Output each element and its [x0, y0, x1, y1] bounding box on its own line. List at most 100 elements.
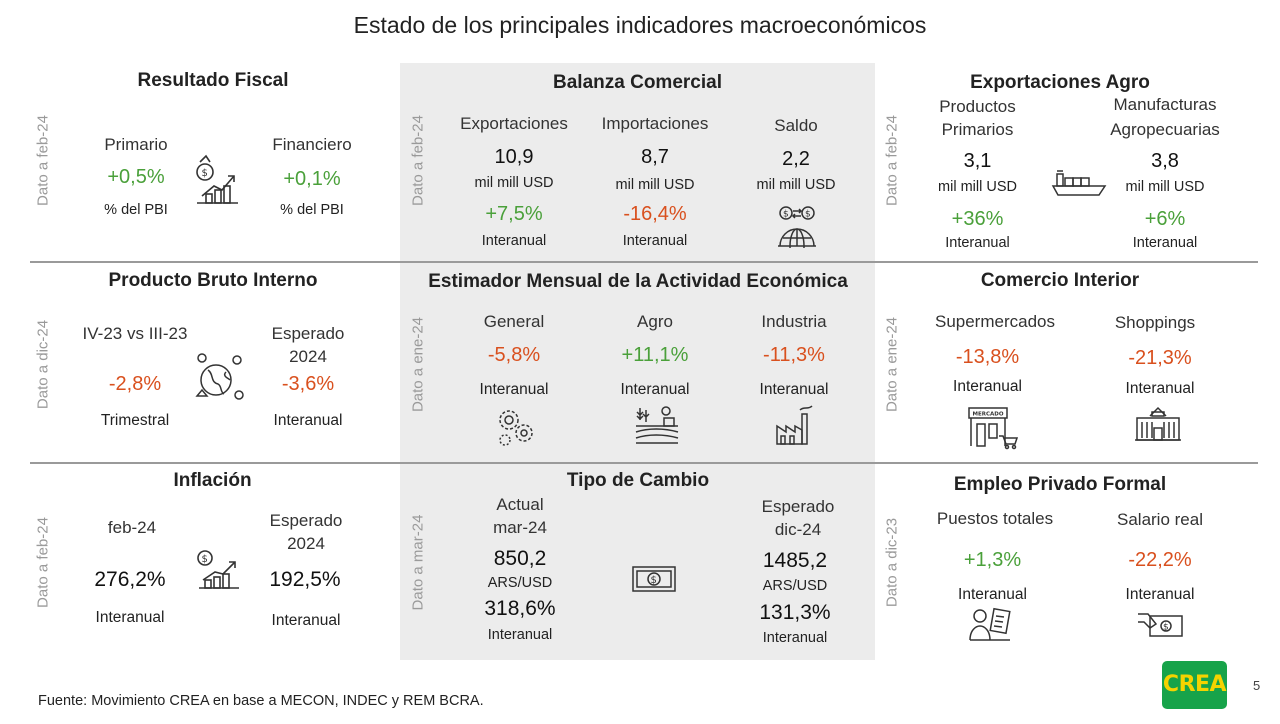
svg-text:$: $ — [783, 210, 789, 220]
comercio-title: Comercio Interior — [980, 270, 1140, 291]
balanza-exp-label: Exportaciones — [460, 114, 568, 133]
fiscal-financiero-label: Financiero — [272, 135, 352, 154]
svg-text:$: $ — [1163, 623, 1169, 633]
empleo-date: Dato a dic-23 — [883, 517, 901, 608]
emae-title: Estimador Mensual de la Actividad Económ… — [428, 271, 848, 292]
inflacion-date: Dato a feb-24 — [34, 517, 52, 608]
agro-manufacturas-change-label: Interanual — [1132, 235, 1198, 251]
balanza-date: Dato a feb-24 — [409, 115, 427, 206]
center-panel — [400, 63, 875, 660]
pbi-title: Producto Bruto Interno — [108, 270, 318, 291]
pbi-esperado-label2: 2024 — [289, 347, 327, 366]
crea-logo: CREA — [1162, 661, 1227, 709]
emae-general-unit: Interanual — [479, 381, 549, 398]
pbi-trim-value: -2,8% — [108, 373, 162, 395]
emae-agro-label: Agro — [637, 312, 673, 331]
empleo-puestos-label: Puestos totales — [936, 509, 1054, 528]
pbi-date: Dato a dic-24 — [34, 319, 52, 410]
inflacion-actual-label: feb-24 — [107, 518, 157, 537]
comercio-shoppings-value: -21,3% — [1128, 347, 1192, 369]
shopping-mall-icon — [1134, 406, 1182, 442]
factory-icon — [774, 404, 814, 446]
cambio-actual-unit: ARS/USD — [487, 575, 553, 591]
inflacion-esperado-label2: 2024 — [287, 534, 325, 553]
pbi-esperado-value: -3,6% — [281, 373, 335, 395]
agro-manufacturas-value: 3,8 — [1151, 150, 1179, 172]
empleo-salario-unit: Interanual — [1125, 586, 1195, 603]
emae-industria-value: -11,3% — [763, 344, 825, 366]
cambio-esperado-label2: dic-24 — [774, 520, 822, 539]
emae-agro-unit: Interanual — [620, 381, 690, 398]
agro-manufacturas-change: +6% — [1144, 208, 1186, 230]
pbi-esperado-unit: Interanual — [273, 412, 343, 429]
inflacion-esperado-unit: Interanual — [271, 612, 341, 629]
cargo-ship-icon — [1051, 168, 1107, 198]
supermarket-icon: MERCADO — [965, 406, 1019, 450]
emae-agro-value: +11,1% — [621, 344, 689, 366]
money-growth-chart-icon: $ — [192, 152, 242, 206]
cambio-title: Tipo de Cambio — [566, 470, 710, 491]
banknote-icon: $ — [632, 566, 676, 592]
cambio-esperado-change-label: Interanual — [762, 630, 828, 646]
balanza-imp-value: 8,7 — [641, 146, 669, 168]
pbi-trim-label: IV-23 vs III-23 — [82, 324, 188, 343]
balanza-exp-value: 10,9 — [494, 146, 534, 168]
fiscal-primario-value: +0,5% — [107, 166, 165, 188]
currency-exchange-globe-icon: $ $ — [776, 204, 818, 248]
comercio-super-value: -13,8% — [955, 346, 1020, 368]
supermarket-sign-text: MERCADO — [973, 412, 1004, 418]
svg-text:$: $ — [202, 554, 208, 565]
cambio-actual-change: 318,6% — [484, 597, 556, 620]
emae-industria-label: Industria — [761, 312, 827, 331]
agro-manufacturas-label2: Agropecuarias — [1110, 120, 1220, 139]
empleo-title: Empleo Privado Formal — [953, 474, 1167, 495]
fiscal-financiero-value: +0,1% — [283, 168, 341, 190]
gears-icon — [493, 404, 537, 448]
balanza-imp-change-label: Interanual — [622, 233, 688, 249]
cambio-esperado-value: 1485,2 — [762, 549, 828, 572]
salary-payment-icon: $ — [1136, 610, 1184, 640]
balanza-imp-unit: mil mill USD — [615, 177, 695, 193]
cambio-actual-value: 850,2 — [493, 547, 547, 570]
comercio-super-label: Supermercados — [934, 312, 1055, 331]
cambio-actual-label2: mar-24 — [493, 518, 547, 537]
agro-primarios-change-label: Interanual — [945, 235, 1010, 251]
crea-logo-text: CREA — [1162, 672, 1227, 697]
fiscal-date: Dato a feb-24 — [34, 115, 52, 206]
emae-general-label: General — [483, 312, 545, 331]
source-note: Fuente: Movimiento CREA en base a MECON,… — [38, 693, 484, 709]
fiscal-primario-unit: % del PBI — [104, 202, 168, 218]
comercio-super-unit: Interanual — [953, 378, 1022, 395]
pbi-trim-unit: Trimestral — [100, 412, 170, 429]
global-economy-icon — [190, 352, 246, 404]
balanza-imp-label: Importaciones — [601, 114, 709, 133]
svg-text:$: $ — [202, 168, 208, 179]
balanza-exp-unit: mil mill USD — [474, 175, 554, 191]
cambio-date: Dato a mar-24 — [409, 514, 427, 611]
emae-industria-unit: Interanual — [759, 381, 829, 398]
agro-manufacturas-unit: mil mill USD — [1125, 179, 1205, 195]
balanza-title: Balanza Comercial — [553, 72, 722, 93]
balanza-exp-change: +7,5% — [485, 203, 543, 225]
pbi-esperado-label1: Esperado — [271, 324, 345, 343]
fiscal-primario-label: Primario — [104, 135, 168, 154]
cambio-actual-label1: Actual — [496, 495, 544, 514]
worker-document-icon — [968, 606, 1012, 642]
balanza-exp-change-label: Interanual — [481, 233, 547, 249]
cambio-esperado-change: 131,3% — [759, 601, 831, 624]
farm-field-icon — [634, 404, 680, 444]
balanza-saldo-value: 2,2 — [782, 148, 810, 170]
agro-date: Dato a feb-24 — [883, 115, 901, 206]
empleo-puestos-unit: Interanual — [958, 586, 1027, 603]
fiscal-title: Resultado Fiscal — [137, 70, 289, 91]
empleo-salario-value: -22,2% — [1128, 549, 1192, 571]
divider-row-2 — [30, 462, 1258, 464]
balanza-saldo-label: Saldo — [774, 116, 818, 135]
agro-primarios-unit: mil mill USD — [938, 179, 1017, 195]
inflacion-actual-unit: Interanual — [95, 609, 165, 626]
empleo-salario-label: Salario real — [1117, 510, 1203, 529]
fiscal-financiero-unit: % del PBI — [280, 202, 344, 218]
cambio-esperado-label1: Esperado — [761, 497, 835, 516]
balanza-imp-change: -16,4% — [623, 203, 687, 225]
